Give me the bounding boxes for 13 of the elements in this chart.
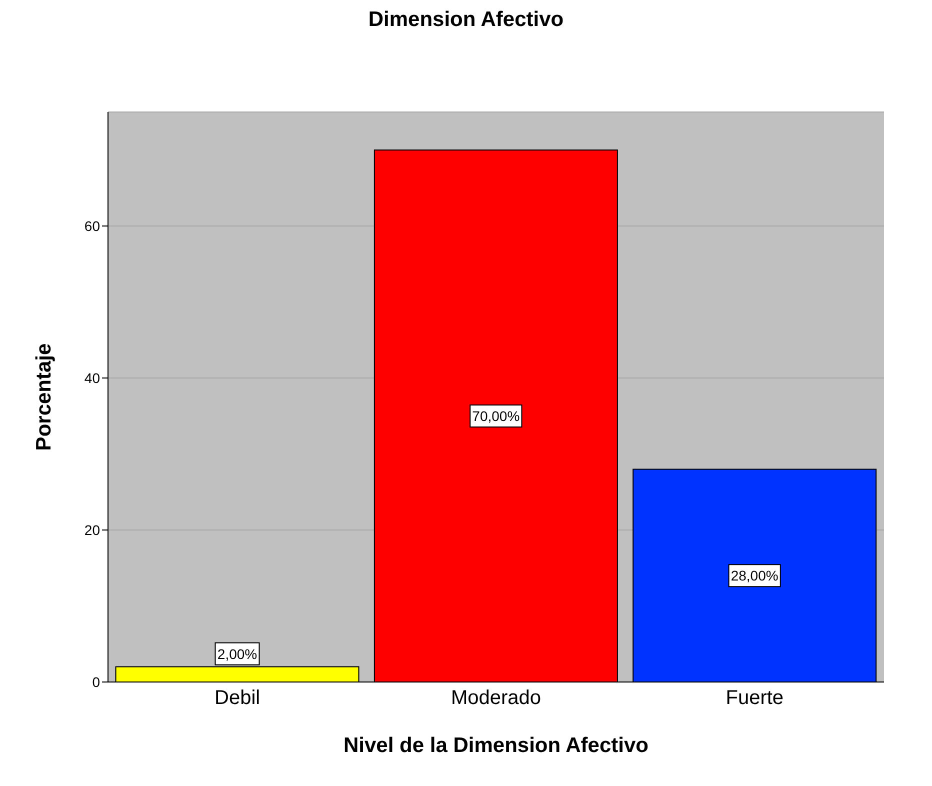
x-axis-title: Nivel de la Dimension Afectivo bbox=[344, 734, 648, 757]
x-tick-label: Moderado bbox=[450, 687, 542, 710]
y-tick-label: 20 bbox=[84, 522, 100, 538]
y-tick-label: 40 bbox=[84, 370, 100, 386]
y-axis-title: Porcentaje bbox=[32, 343, 56, 451]
y-tick-label: 60 bbox=[84, 218, 100, 234]
data-label: 70,00% bbox=[472, 408, 520, 424]
chart-title: Dimension Afectivo bbox=[367, 8, 565, 32]
y-tick-label: 0 bbox=[92, 674, 100, 690]
data-label: 2,00% bbox=[217, 646, 258, 662]
x-tick-label: Debil bbox=[214, 687, 260, 710]
x-tick-label: Fuerte bbox=[726, 687, 784, 710]
data-label: 28,00% bbox=[730, 568, 778, 584]
